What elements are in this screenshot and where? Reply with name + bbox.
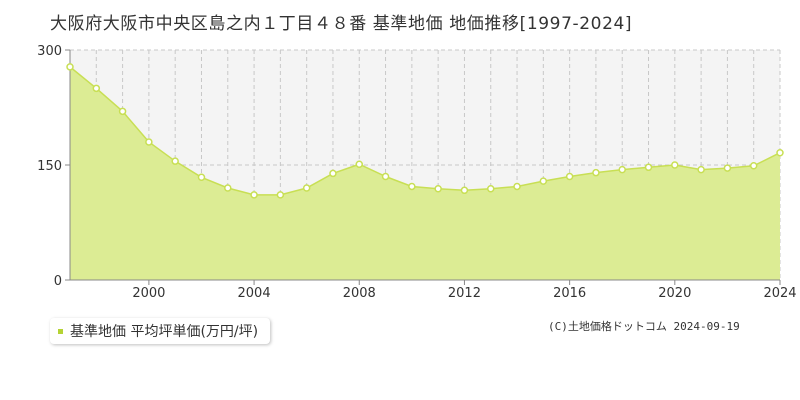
copyright-credit: (C)土地価格ドットコム 2024-09-19 [548,320,740,333]
tick-labels: 0 150 300 2000 2004 2008 2012 2016 2020 2024 [37,44,796,301]
series-line [69,66,781,196]
data-point [460,186,469,195]
data-point [539,177,548,185]
legend-label: 基準地価 平均坪単価(万円/坪) [70,324,259,340]
data-point [697,165,705,174]
x-tick-label: 2012 [448,286,481,301]
data-point [66,63,74,71]
data-point [486,185,495,193]
data-point [302,184,311,192]
data-point [197,173,206,182]
data-point [644,163,653,172]
data-point [224,184,232,192]
y-tick-label: 150 [37,159,62,174]
x-tick-label: 2000 [132,286,165,301]
series-area [70,66,780,281]
y-tick-label: 300 [37,44,62,59]
data-point [618,165,626,174]
data-point [671,161,679,169]
area-layer [69,66,781,281]
y-tick-label: 0 [54,274,62,289]
data-points [66,63,784,199]
legend-marker [58,328,63,334]
data-point [776,148,784,157]
data-point [749,162,758,170]
x-tick-label: 2004 [238,286,271,301]
data-point [329,169,337,178]
x-tick-label: 2008 [343,286,376,301]
data-point [145,138,153,146]
data-point [355,160,364,168]
data-point [408,182,416,191]
data-point [592,168,600,177]
x-tick-label: 2020 [658,286,691,301]
data-point [513,182,521,191]
axes [65,49,781,285]
legend: 基準地価 平均坪単価(万円/坪) [50,318,271,344]
data-point [434,185,442,193]
data-point [171,157,179,165]
data-point [250,191,258,199]
data-point [118,107,127,116]
x-tick-label: 2024 [763,286,796,301]
data-point [565,172,574,181]
x-tick-label: 2016 [553,286,586,301]
data-point [276,191,285,199]
data-point [92,84,101,93]
data-point [381,172,390,181]
chart-title: 大阪府大阪市中央区島之内１丁目４８番 基準地価 地価推移[1997-2024] [50,14,633,34]
data-point [723,164,732,172]
